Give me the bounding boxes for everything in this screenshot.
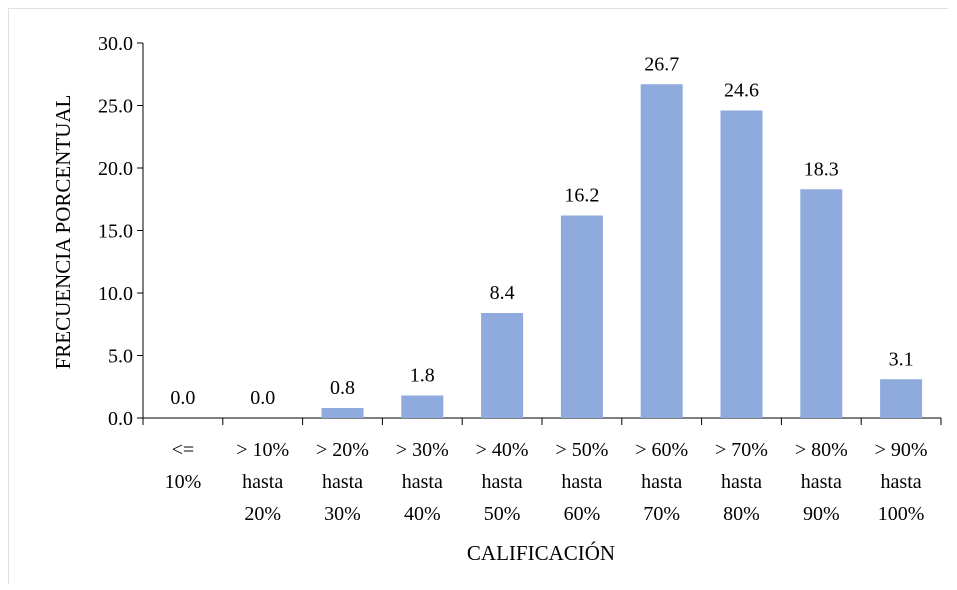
x-tick-label: > 10% xyxy=(236,439,289,461)
data-label: 24.6 xyxy=(724,80,759,102)
data-label: 1.8 xyxy=(410,365,435,387)
x-axis-title: CALIFICACIÓN xyxy=(467,541,615,565)
x-tick-label: 50% xyxy=(484,503,521,525)
y-tick-label: 30.0 xyxy=(98,33,133,55)
x-tick-label: > 60% xyxy=(635,439,688,461)
data-label: 16.2 xyxy=(564,185,599,207)
bar xyxy=(800,189,843,418)
x-tick-label: 20% xyxy=(244,503,281,525)
x-tick-label: > 90% xyxy=(875,439,928,461)
x-tick-label: > 80% xyxy=(795,439,848,461)
data-label: 0.8 xyxy=(330,377,355,399)
x-tick-label: hasta xyxy=(561,471,602,493)
x-tick-label: hasta xyxy=(801,471,842,493)
chart-frame xyxy=(8,8,948,584)
y-tick-label: 25.0 xyxy=(98,96,133,118)
x-tick-label: hasta xyxy=(721,471,762,493)
x-tick-label: hasta xyxy=(322,471,363,493)
x-tick-label: > 40% xyxy=(476,439,529,461)
x-tick-label: > 70% xyxy=(715,439,768,461)
y-tick-label: 15.0 xyxy=(98,221,133,243)
data-label: 8.4 xyxy=(490,282,515,304)
bar xyxy=(560,215,603,418)
x-tick-label: 40% xyxy=(404,503,441,525)
y-axis-title: FRECUENCIA PORCENTUAL xyxy=(51,95,75,370)
data-label: 0.0 xyxy=(250,387,275,409)
y-tick-label: 0.0 xyxy=(108,408,133,430)
data-label: 26.7 xyxy=(644,53,679,75)
x-tick-label: 10% xyxy=(165,471,202,493)
bar xyxy=(880,379,923,418)
data-labels: 0.0 0.0 0.8 1.8 8.4 16.2 26.7 24.6 18.3 3.1 xyxy=(170,53,913,409)
x-tick-label: hasta xyxy=(881,471,922,493)
x-tick-label: > 20% xyxy=(316,439,369,461)
bars xyxy=(321,84,923,418)
x-tick-label: 90% xyxy=(803,503,840,525)
y-tick-label: 20.0 xyxy=(98,158,133,180)
x-tick-label: hasta xyxy=(242,471,283,493)
x-tick-label: hasta xyxy=(641,471,682,493)
x-tick-label: 80% xyxy=(723,503,760,525)
x-tick-label: 70% xyxy=(643,503,680,525)
x-tick-label: 60% xyxy=(564,503,601,525)
x-tick-label: hasta xyxy=(482,471,523,493)
y-tick-label: 5.0 xyxy=(108,346,133,368)
x-tick-label: 100% xyxy=(878,503,925,525)
bar xyxy=(401,395,444,418)
data-label: 18.3 xyxy=(804,158,839,180)
data-label: 0.0 xyxy=(170,387,195,409)
bar xyxy=(481,313,524,418)
x-tick-label: 30% xyxy=(324,503,361,525)
y-tick-labels: 0.0 5.0 10.0 15.0 20.0 25.0 30.0 xyxy=(98,33,133,430)
bar xyxy=(720,110,763,418)
x-tick-label: hasta xyxy=(402,471,443,493)
y-tick-label: 10.0 xyxy=(98,283,133,305)
bar xyxy=(321,408,364,418)
data-label: 3.1 xyxy=(889,348,914,370)
x-tick-label: <= xyxy=(172,439,195,461)
x-tick-label: > 50% xyxy=(555,439,608,461)
x-tick-label: > 30% xyxy=(396,439,449,461)
bar xyxy=(640,84,683,418)
x-tick-labels: <= 10% > 10% hasta 20% > 20% hasta 30% > 30% hast… xyxy=(165,439,928,525)
